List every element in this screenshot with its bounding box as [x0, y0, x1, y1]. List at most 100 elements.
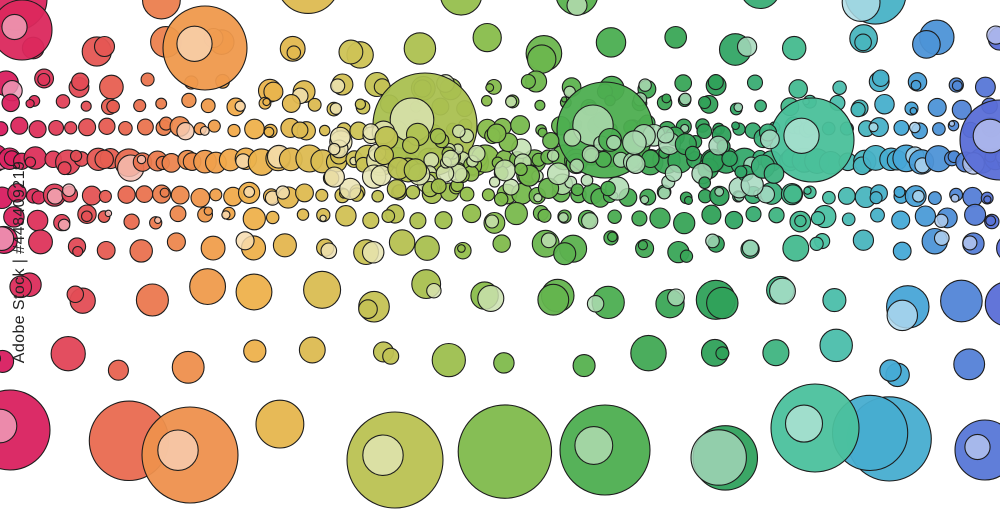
circle-dot — [822, 190, 836, 205]
circle-dot — [625, 154, 646, 174]
circle-dot — [715, 346, 730, 361]
circle-dot — [984, 282, 1000, 326]
circle-dot — [169, 205, 187, 223]
circle-dot — [510, 115, 531, 136]
circle-dot — [242, 207, 266, 231]
circle-dot — [707, 74, 724, 91]
circle-dot — [683, 195, 694, 205]
circle-dot — [962, 186, 983, 208]
circle-dot — [235, 273, 273, 311]
circle-dot — [684, 145, 701, 162]
circle-dot — [534, 99, 546, 111]
circle-dot — [893, 119, 910, 136]
circle-dot — [810, 211, 826, 226]
circle-dot — [948, 120, 956, 127]
circle-dot — [869, 191, 883, 205]
circle-dot — [330, 78, 346, 94]
circle-dot — [986, 25, 1000, 45]
circle-dot — [7, 183, 27, 203]
circle-dot — [200, 235, 226, 261]
circle-dot — [964, 433, 991, 461]
circle-dot — [637, 240, 649, 251]
circle-dot — [329, 102, 343, 115]
circle-dot — [362, 434, 404, 476]
circle-dot — [754, 99, 767, 113]
circle-dot — [170, 185, 190, 205]
circle-dot — [221, 210, 231, 220]
circle-dot — [781, 35, 807, 61]
circle-dot — [950, 193, 960, 203]
circle-dot — [0, 121, 9, 137]
circle-dot — [361, 241, 385, 264]
circle-dot — [832, 80, 847, 95]
circle-dot — [307, 97, 322, 112]
circle-dot — [874, 93, 895, 115]
circle-dot — [595, 27, 627, 58]
circle-dot — [409, 212, 427, 230]
circle-dot — [962, 235, 978, 251]
circle-dot — [166, 232, 186, 252]
circle-dot — [426, 282, 442, 299]
circle-dot — [48, 119, 65, 136]
circle-dot — [295, 183, 314, 203]
circle-dot — [664, 25, 688, 49]
circle-dot — [66, 285, 85, 304]
circle-dot — [600, 180, 616, 197]
circle-dot — [570, 183, 584, 197]
circle-dot — [118, 120, 133, 136]
circle-dot — [486, 123, 507, 144]
circle-dot — [871, 69, 890, 87]
circle-dot — [262, 97, 271, 107]
circle-dot — [974, 76, 996, 98]
circle-dot — [429, 128, 447, 145]
circle-dot — [892, 241, 912, 261]
circle-dot — [914, 205, 937, 227]
circle-dot — [190, 187, 211, 208]
circle-dot — [783, 184, 803, 204]
circle-dot — [80, 100, 92, 112]
circle-dot — [743, 0, 778, 10]
circle-dot — [123, 213, 140, 230]
circle-field — [0, 0, 1000, 509]
circle-dot — [927, 191, 942, 206]
circle-dot — [951, 99, 972, 120]
circle-dot — [69, 149, 83, 163]
circle-dot — [209, 188, 223, 202]
circle-dot — [243, 339, 267, 363]
circle-dot — [243, 185, 256, 198]
circle-dot — [674, 74, 693, 92]
circle-dot — [1, 93, 20, 113]
circle-dot — [452, 124, 466, 139]
circle-dot — [327, 142, 341, 156]
circle-dot — [434, 211, 453, 230]
circle-dot — [159, 187, 170, 198]
circle-dot — [135, 283, 169, 317]
circle-dot — [782, 234, 810, 262]
circle-dot — [461, 203, 482, 224]
circle-dot — [649, 207, 671, 229]
circle-dot — [546, 162, 570, 186]
circle-dot — [841, 212, 856, 227]
circle-dot — [934, 213, 949, 228]
circle-dot — [315, 188, 329, 202]
circle-dot — [607, 209, 622, 224]
circle-dot — [484, 214, 500, 229]
circle-dot — [485, 83, 495, 93]
circle-dot — [868, 122, 879, 133]
circle-dot — [580, 173, 594, 187]
circle-dot — [504, 201, 528, 226]
circle-dot — [71, 72, 90, 91]
circle-dot — [25, 98, 35, 109]
circle-dot — [0, 226, 15, 251]
circle-dot — [72, 245, 84, 258]
circle-dot — [708, 135, 729, 156]
circle-dot — [235, 231, 255, 251]
circle-dot — [492, 234, 511, 253]
circle-dot — [459, 186, 475, 202]
circle-dot — [606, 134, 622, 151]
circle-dot — [323, 166, 345, 188]
circle-dot — [104, 209, 113, 218]
circle-dot — [985, 215, 997, 227]
circle-dot — [698, 176, 712, 190]
